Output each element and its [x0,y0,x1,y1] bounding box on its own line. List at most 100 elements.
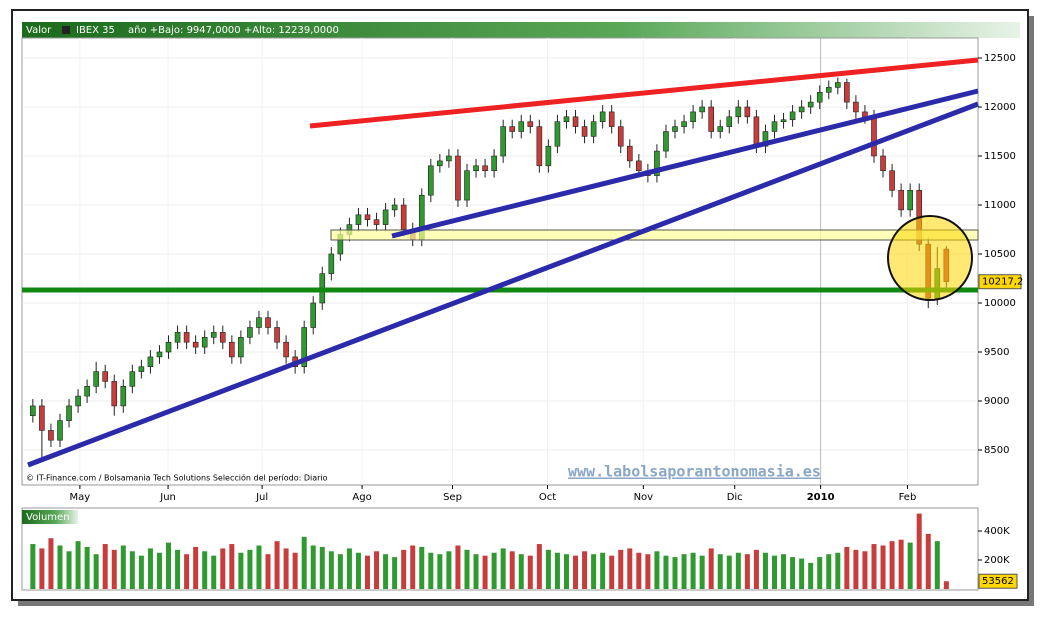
x-tick-label: Oct [539,492,556,503]
candle-body [699,106,705,113]
candle-body [726,116,733,127]
volume-bar [48,538,54,589]
candle-body [30,405,36,417]
trend-line-lower [27,101,979,468]
candle-body [355,214,362,225]
volume-y-tick-label: 200K [984,555,1010,566]
x-tick-label: May [70,492,91,503]
candle-body [744,106,751,118]
candle-body [473,165,479,171]
volume-bar [771,555,777,589]
candle-body [545,145,552,167]
volume-bar [211,555,217,589]
volume-bar [364,555,370,589]
candle-body [219,332,226,343]
x-tick-label: Sep [443,492,462,503]
volume-bar [844,546,850,589]
volume-bar [283,548,289,589]
candle-body [455,155,461,201]
volume-area [21,507,979,591]
volume-bar [446,551,452,589]
x-tick-label: Feb [899,492,917,503]
candle-body [328,253,335,274]
candle-body [626,145,633,162]
volume-bar [328,551,334,589]
volume-title: Volumen [26,512,70,523]
volume-bar [337,554,343,589]
resistance-line [309,57,979,129]
candle-body [446,155,452,162]
candle-body [708,106,714,132]
volume-bar [889,541,895,589]
symbol: IBEX 35 [76,25,115,36]
y-tick-label: 12000 [984,102,1016,113]
volume-bar [500,548,506,589]
candle-body [238,337,244,358]
candle-body [527,121,534,127]
y-tick-label: 11500 [984,151,1016,162]
candle-body [201,337,208,348]
volume-bar [491,552,497,589]
volume-bar [591,554,597,589]
candle-body [48,430,54,441]
volume-bar [437,554,443,589]
volume-bar [582,551,588,589]
volume-bar [175,549,181,589]
candle-body [156,351,163,358]
candle-body [84,386,90,397]
candle-body [563,116,570,122]
last-value-box [978,274,1022,290]
candle-body [807,101,814,108]
candle-body [853,101,859,113]
candle-body [183,332,190,343]
volume-bar [93,554,99,589]
volume-bar [943,581,949,589]
volume-bar [39,548,45,589]
trend-line-upper [391,88,979,239]
candle-body [364,214,371,221]
volume-bar [916,513,922,589]
volume-bar [473,554,479,589]
volume-bar [663,555,669,589]
candle-body [75,395,81,407]
volume-bar [726,555,732,589]
volume-bar [392,557,398,589]
volume-bar [30,544,36,589]
volume-bar [853,549,859,589]
volume-bar [256,545,262,589]
volume-bar [374,551,380,589]
volume-bar [654,551,660,589]
volume-bar [518,554,524,589]
candle-body [717,126,724,132]
candle-body [599,111,606,122]
volume-bar [464,549,470,589]
volume-bar [708,548,714,589]
candle-body [907,189,913,211]
volume-bar [735,552,741,589]
volume-bar [193,546,199,589]
highlight-circle [887,215,973,301]
volume-bar [762,552,768,589]
volume-bar [220,548,226,589]
volume-bar [75,541,81,589]
candle-body [147,356,154,368]
candle-body [129,371,136,387]
volume-bar [871,544,877,589]
volume-bar [636,552,642,589]
y-tick-label: 10500 [984,249,1016,260]
last-value-label: 10217,2 [982,277,1023,288]
candle-body [654,150,660,176]
volume-last-box [978,573,1018,589]
candle-body [138,366,145,372]
support-band [330,229,979,241]
footer: © IT-Finance.com / Bolsamania Tech Solut… [26,473,328,483]
volume-bar [265,554,271,589]
volume-bar [781,554,787,589]
candle-body [663,131,669,152]
candle-body [825,87,832,93]
volume-bar [401,549,407,589]
volume-bar [808,562,814,589]
volume-bar [410,545,416,589]
candle-body [283,341,289,358]
